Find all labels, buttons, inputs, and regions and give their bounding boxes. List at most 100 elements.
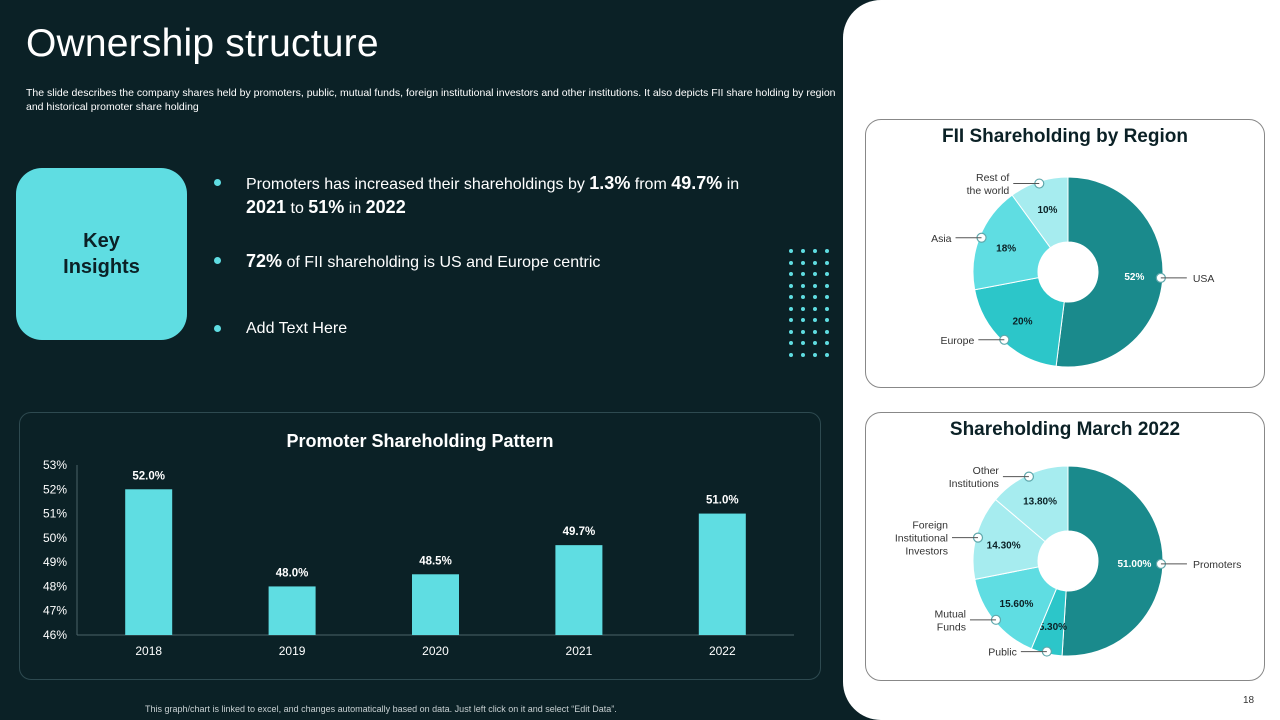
bar-2020 xyxy=(412,574,459,635)
slice-rest-of-the-world xyxy=(1011,176,1069,249)
decorative-dot xyxy=(825,272,829,276)
insight-fragment: Promoters has increased their shareholdi… xyxy=(246,176,590,193)
decorative-dot xyxy=(801,295,805,299)
slice-category-label: Public xyxy=(988,647,1017,659)
slice-category-label: the world xyxy=(967,185,1010,197)
bar-value-label: 52.0% xyxy=(132,470,165,482)
slice-value-label: 18% xyxy=(996,244,1016,255)
decorative-dot xyxy=(801,306,805,311)
insight-text: 72% of FII shareholding is US and Europe… xyxy=(246,250,766,274)
shareholding-chart-panel[interactable]: Shareholding March 2022 51.00% Promoters 5… xyxy=(865,412,1265,681)
decorative-dot xyxy=(789,249,793,253)
decorative-dot xyxy=(813,283,817,288)
slice-value-label: 14.30% xyxy=(987,540,1021,551)
bar-2018 xyxy=(125,489,173,635)
bar-value-label: 49.7% xyxy=(563,526,596,538)
page-subtitle: The slide describes the company shares h… xyxy=(26,87,836,113)
decorative-dot xyxy=(825,318,829,322)
insight-text: Add Text Here xyxy=(246,318,766,340)
decorative-dot xyxy=(789,260,793,265)
bullet-icon xyxy=(214,179,221,186)
decorative-dot xyxy=(825,249,829,253)
insight-text: Promoters has increased their shareholdi… xyxy=(246,172,766,220)
decorative-dot xyxy=(813,295,817,299)
decorative-dot xyxy=(789,341,793,345)
slice-value-label: 51.00% xyxy=(1118,559,1152,570)
insight-highlight: 72% xyxy=(246,251,283,271)
slice-asia xyxy=(972,194,1052,291)
slice-mutual-funds xyxy=(974,566,1058,650)
decorative-dot xyxy=(789,295,793,299)
slice-category-label: Investors xyxy=(905,546,948,558)
decorative-dot xyxy=(825,329,829,334)
slice-category-label: Foreign xyxy=(912,520,948,532)
slice-category-label: Promoters xyxy=(1193,559,1241,571)
x-tick-label: 2022 xyxy=(709,644,736,658)
x-tick-label: 2020 xyxy=(422,644,449,658)
insight-highlight: 51% xyxy=(308,197,345,217)
insight-fragment: from xyxy=(630,176,672,193)
slice-value-label: 52% xyxy=(1124,272,1144,283)
bar-2021 xyxy=(555,545,603,635)
slice-category-label: Mutual xyxy=(934,608,966,620)
decorative-dot xyxy=(825,283,829,288)
y-tick-label: 51% xyxy=(43,507,67,521)
slice-promoters xyxy=(1061,465,1164,657)
slice-value-label: 5.30% xyxy=(1039,622,1067,633)
slice-foreign-institutional-investors xyxy=(972,498,1046,580)
insight-fragment: Add Text Here xyxy=(246,320,348,337)
decorative-dot xyxy=(825,295,829,299)
decorative-dot xyxy=(801,249,805,253)
slice-value-label: 20% xyxy=(1012,316,1032,327)
decorative-dot xyxy=(801,352,805,357)
promoter-chart-panel[interactable]: Promoter Shareholding Pattern 46% 47% 48% 4… xyxy=(19,412,821,680)
slice-usa xyxy=(1055,176,1164,368)
bullet-icon xyxy=(214,257,221,264)
decorative-dot xyxy=(789,272,793,276)
y-tick-label: 47% xyxy=(43,604,67,618)
bar-value-label: 51.0% xyxy=(706,495,739,507)
decorative-dot xyxy=(825,260,829,265)
shareholding-donut-chart: 51.00% Promoters 5.30% Public 15.60% MutualFu… xyxy=(895,465,1242,659)
bar-chart-title: Promoter Shareholding Pattern xyxy=(286,431,554,451)
insight-highlight: 2021 xyxy=(246,197,287,217)
slice-category-label: Institutions xyxy=(949,478,999,490)
decorative-dot xyxy=(813,341,817,345)
y-tick-label: 49% xyxy=(43,555,67,569)
y-tick-label: 50% xyxy=(43,531,67,545)
slice-europe xyxy=(974,277,1065,367)
decorative-dot xyxy=(789,318,793,322)
bar-2019 xyxy=(268,586,316,635)
bar-value-label: 48.0% xyxy=(276,567,309,579)
shareholding-chart-title: Shareholding March 2022 xyxy=(949,419,1181,440)
decorative-dot xyxy=(813,318,817,322)
fii-region-chart-panel[interactable]: FII Shareholding by Region 52% USA 20% Euro… xyxy=(865,119,1265,388)
x-tick-label: 2021 xyxy=(566,644,593,658)
decorative-dot xyxy=(813,352,817,357)
bullet-icon xyxy=(214,325,221,332)
bar-2022 xyxy=(698,513,746,635)
decorative-dot xyxy=(813,249,817,253)
decorative-dot xyxy=(801,329,805,334)
insight-highlight: 1.3% xyxy=(589,173,631,193)
decorative-dot xyxy=(825,352,829,357)
y-tick-label: 52% xyxy=(43,482,67,496)
insight-item-3: Add Text Here xyxy=(214,318,774,342)
insight-item-2: 72% of FII shareholding is US and Europe… xyxy=(214,250,774,274)
slice-category-label: Europe xyxy=(940,335,974,347)
decorative-dot xyxy=(813,260,817,265)
decorative-dot xyxy=(789,283,793,288)
decorative-dot xyxy=(801,283,805,288)
y-tick-label: 48% xyxy=(43,579,67,593)
bar-chart: 46% 47% 48% 49% 50% 51% 52% 53% 52.0% 2018 48.0% 20… xyxy=(43,458,794,658)
insight-fragment: of FII shareholding is US and Europe cen… xyxy=(282,254,601,271)
insight-highlight: 2022 xyxy=(365,197,406,217)
slice-category-label: Rest of xyxy=(976,172,1009,184)
decorative-dot xyxy=(813,272,817,276)
slice-category-label: USA xyxy=(1193,273,1215,285)
insight-item-1: Promoters has increased their shareholdi… xyxy=(214,172,774,220)
decorative-dot xyxy=(801,260,805,265)
slice-category-label: Institutional xyxy=(895,533,948,545)
decorative-dot xyxy=(825,341,829,345)
x-tick-label: 2018 xyxy=(135,644,162,658)
